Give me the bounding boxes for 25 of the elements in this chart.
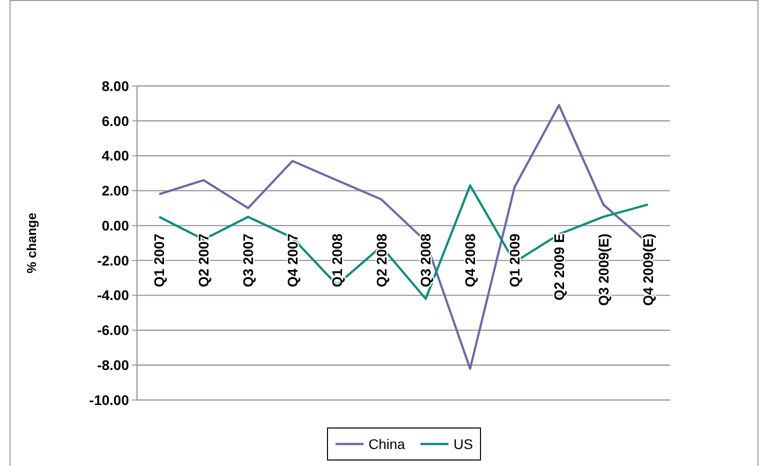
legend-label: China — [368, 436, 406, 452]
x-tick-label: Q2 2007 — [196, 233, 212, 288]
x-tick-label: Q1 2009 — [506, 233, 523, 288]
y-tick-label: 6.00 — [102, 112, 130, 129]
y-tick-label: 0.00 — [102, 217, 130, 234]
x-tick-label: Q2 2008 — [373, 233, 390, 288]
x-tick-label: Q4 2009(E) — [640, 234, 656, 306]
legend-label: US — [454, 436, 473, 452]
y-axis-title: % change — [24, 212, 39, 274]
y-tick-label: -4.00 — [97, 287, 130, 304]
y-tick-label: -10.00 — [89, 392, 130, 408]
x-tick-label: Q3 2008 — [418, 233, 434, 288]
x-tick-label: Q1 2008 — [328, 233, 345, 288]
x-tick-label: Q4 2007 — [284, 233, 300, 288]
x-tick-label: Q3 2007 — [240, 233, 256, 288]
x-tick-label: Q4 2008 — [462, 233, 478, 288]
y-tick-label: -2.00 — [97, 252, 130, 268]
y-tick-label: 4.00 — [102, 148, 130, 164]
y-tick-label: -6.00 — [97, 322, 130, 338]
x-tick-label: Q3 2009(E) — [595, 234, 612, 306]
y-tick-label: 8.00 — [102, 78, 130, 94]
y-tick-label: -8.00 — [97, 357, 130, 374]
x-tick-label: Q2 2009 E — [550, 234, 567, 300]
y-tick-label: 2.00 — [102, 182, 130, 199]
x-tick-label: Q1 2007 — [151, 233, 168, 288]
